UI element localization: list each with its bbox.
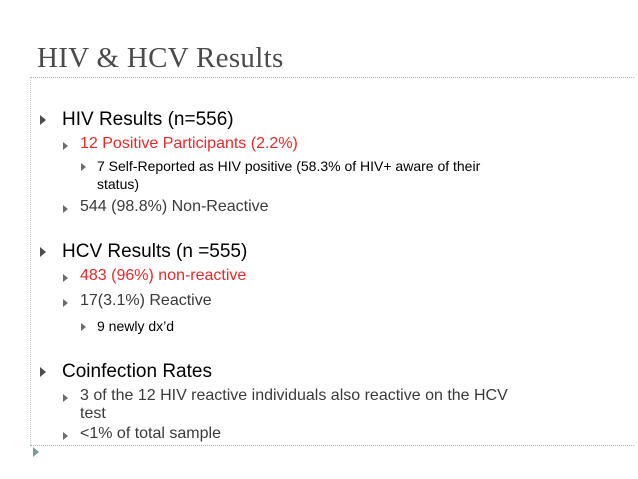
hcv-nonreactive-text: 483 (96%) non-reactive <box>80 267 247 284</box>
hcv-reactive-text: 17(3.1%) Reactive <box>80 292 212 309</box>
hiv-positive-text: 12 Positive Participants (2.2%) <box>80 135 298 152</box>
footer-triangle-icon <box>33 447 39 457</box>
bullet-triangle-icon <box>63 299 68 307</box>
coinfection-heading: Coinfection Rates <box>62 361 212 382</box>
coinfection-reactive-line1: 3 of the 12 HIV reactive individuals als… <box>80 387 508 404</box>
hiv-results-heading: HIV Results (n=556) <box>62 109 234 130</box>
slide-title: HIV & HCV Results <box>37 42 284 74</box>
coinfection-reactive-line2: test <box>80 405 106 422</box>
footer-divider <box>30 445 634 446</box>
hiv-nonreactive-text: 544 (98.8%) Non-Reactive <box>80 198 269 215</box>
bullet-triangle-icon <box>81 323 86 331</box>
bullet-triangle-icon <box>40 115 46 125</box>
bullet-triangle-icon <box>63 432 68 440</box>
bullet-triangle-icon <box>81 163 86 171</box>
left-border <box>30 77 31 445</box>
hcv-newly-dx-text: 9 newly dx’d <box>97 318 175 334</box>
bullet-triangle-icon <box>63 274 68 282</box>
bullet-triangle-icon <box>40 247 46 257</box>
hcv-results-heading: HCV Results (n =555) <box>62 241 248 262</box>
title-divider <box>30 77 634 78</box>
bullet-triangle-icon <box>63 205 68 213</box>
bullet-triangle-icon <box>63 394 68 402</box>
coinfection-total-text: <1% of total sample <box>80 425 221 442</box>
hiv-self-reported-line2: status) <box>97 176 140 192</box>
bullet-triangle-icon <box>63 142 68 150</box>
bullet-triangle-icon <box>40 367 46 377</box>
hiv-self-reported-line1: 7 Self-Reported as HIV positive (58.3% o… <box>97 158 481 174</box>
